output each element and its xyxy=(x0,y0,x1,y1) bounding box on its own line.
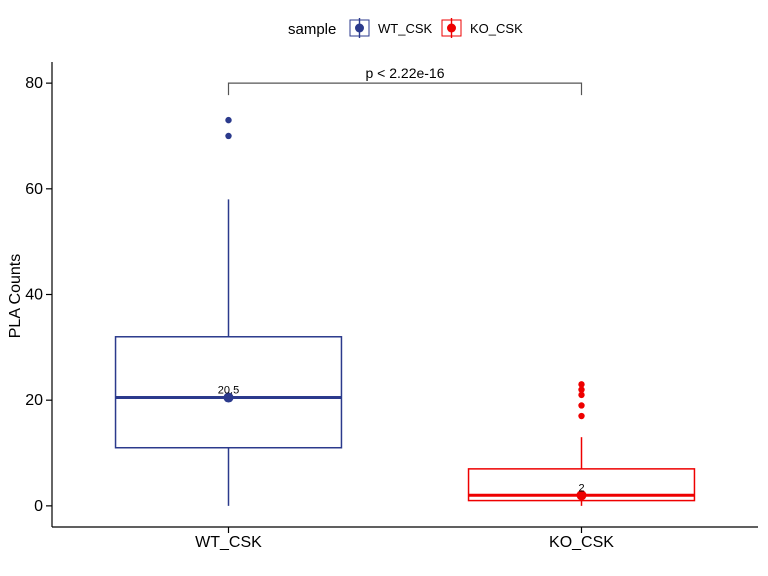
y-tick-label: 60 xyxy=(25,181,43,198)
legend-label-wt-csk: WT_CSK xyxy=(378,21,433,36)
legend-title: sample xyxy=(288,21,336,38)
median-point xyxy=(576,490,587,501)
x-ticks: WT_CSK KO_CSK xyxy=(195,527,614,551)
y-tick-label: 40 xyxy=(25,287,43,304)
median-label: 2 xyxy=(578,482,584,494)
boxes: 20.52 xyxy=(114,116,696,506)
y-tick-label: 0 xyxy=(34,498,43,515)
box-ko-csk: 2 xyxy=(467,381,696,506)
significance-bracket xyxy=(227,82,583,96)
legend-label-ko-csk: KO_CSK xyxy=(470,21,523,36)
median-point xyxy=(223,392,234,403)
y-tick-label: 80 xyxy=(25,75,43,92)
outlier-point xyxy=(578,402,585,409)
outlier-point xyxy=(225,132,232,140)
y-ticks: 0 20 40 60 80 xyxy=(25,75,52,515)
median-label: 20.5 xyxy=(218,385,239,397)
legend-key-dot xyxy=(355,23,364,33)
x-tick-label: WT_CSK xyxy=(195,534,262,551)
y-tick-label: 20 xyxy=(25,392,43,409)
legend-key-ko-csk xyxy=(441,18,462,38)
p-value-label: p < 2.22e-16 xyxy=(365,65,444,81)
annotations: p < 2.22e-16 xyxy=(227,65,583,96)
x-tick-label: KO_CSK xyxy=(549,534,614,551)
outlier-point xyxy=(225,116,232,124)
outlier-point xyxy=(578,391,585,399)
outlier-point xyxy=(578,412,585,420)
outlier-point xyxy=(578,386,585,393)
legend: sample WT_CSK KO_CSK xyxy=(288,18,523,38)
outlier-point xyxy=(578,381,585,388)
y-axis-title: PLA Counts xyxy=(7,254,24,339)
axes: PLA Counts xyxy=(7,62,758,528)
box-wt-csk: 20.5 xyxy=(114,116,343,506)
legend-key-dot xyxy=(447,23,456,33)
box xyxy=(114,336,343,449)
legend-key-wt-csk xyxy=(349,18,370,38)
